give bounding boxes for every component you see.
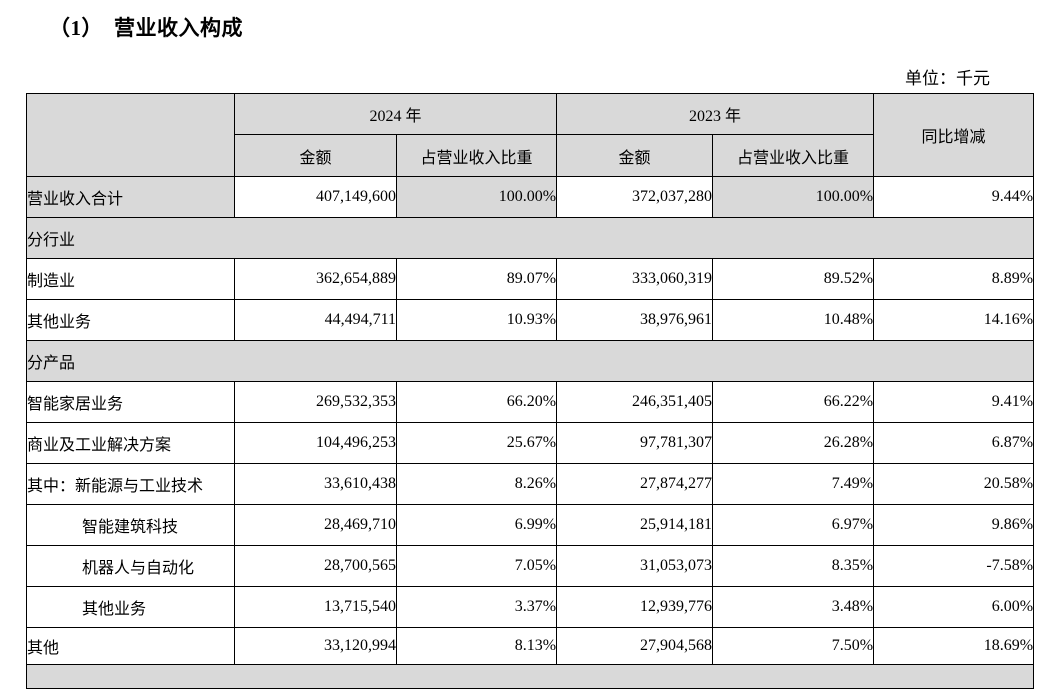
header-row-years: 2024 年 2023 年 同比增减	[26, 93, 1035, 177]
amount-2024-cell: 362,654,889	[234, 258, 397, 300]
yoy-change-cell: 14.16%	[873, 299, 1035, 341]
pct-2023-cell: 3.48%	[712, 586, 875, 628]
row-label-cell: 智能家居业务	[26, 381, 235, 423]
amount-2024-cell: 104,496,253	[234, 422, 397, 464]
table-row: 智能家居业务 269,532,353 66.20% 246,351,405 66.22%…	[26, 381, 1035, 423]
pct-2023-cell: 100.00%	[712, 176, 875, 218]
section-label	[25, 664, 1035, 689]
revenue-table-body: 营业收入合计 407,149,600 100.00% 372,037,280 100.0…	[25, 176, 1035, 689]
row-label-cell: 机器人与自动化	[26, 545, 235, 587]
amount-2024-cell: 28,469,710	[234, 504, 397, 546]
pct-2024-cell: 8.13%	[395, 627, 558, 665]
table-row: 营业收入合计 407,149,600 100.00% 372,037,280 100.0…	[26, 176, 1035, 218]
table-row: 智能建筑科技 28,469,710 6.99% 25,914,181 6.97% 9.86…	[26, 504, 1035, 546]
amount-2024-cell: 33,610,438	[234, 463, 397, 505]
amount-2024-cell: 28,700,565	[234, 545, 397, 587]
amount-2023-cell: 12,939,776	[556, 586, 714, 628]
yoy-change-cell: 9.44%	[873, 176, 1035, 218]
pct-2023-cell: 7.49%	[712, 463, 875, 505]
header-amount-2024: 金额	[234, 134, 397, 177]
row-label-cell: 营业收入合计	[26, 176, 235, 218]
amount-2024-cell: 269,532,353	[234, 381, 397, 423]
header-year-2023: 2023 年	[556, 93, 875, 135]
header-row-subcolumns: 金额 占营业收入比重 金额 占营业收入比重	[27, 134, 1034, 177]
row-label-cell: 其他业务	[26, 586, 235, 628]
pct-2023-cell: 7.50%	[712, 627, 875, 665]
section-row: 分产品	[25, 340, 1035, 382]
section-label: 分产品	[25, 340, 1035, 382]
yoy-change-cell: 6.87%	[873, 422, 1035, 464]
header-amount-2023: 金额	[556, 134, 714, 177]
amount-2023-cell: 97,781,307	[556, 422, 714, 464]
pct-2024-cell: 3.37%	[395, 586, 558, 628]
header-yoy-change: 同比增减	[873, 93, 1035, 177]
row-label-cell: 商业及工业解决方案	[26, 422, 235, 464]
header-corner-cell	[26, 93, 235, 177]
pct-2023-cell: 66.22%	[712, 381, 875, 423]
yoy-change-cell: 9.86%	[873, 504, 1035, 546]
table-header: 2024 年 2023 年 同比增减 金额 占营业收入比重 金额 占营业收入比重	[26, 93, 1035, 177]
row-label-cell: 其他业务	[26, 299, 235, 341]
pct-2024-cell: 25.67%	[395, 422, 558, 464]
unit-label: 单位：千元	[905, 69, 990, 88]
amount-2023-cell: 246,351,405	[556, 381, 714, 423]
pct-2024-cell: 89.07%	[395, 258, 558, 300]
yoy-change-cell: 8.89%	[873, 258, 1035, 300]
pct-2024-cell: 10.93%	[395, 299, 558, 341]
amount-2023-cell: 25,914,181	[556, 504, 714, 546]
row-label-cell: 其中：新能源与工业技术	[26, 463, 235, 505]
amount-2023-cell: 27,904,568	[556, 627, 714, 665]
table-row: 其他业务 44,494,711 10.93% 38,976,961 10.48% 14.1…	[26, 299, 1035, 341]
header-year-2024: 2024 年	[233, 93, 558, 135]
amount-2024-cell: 44,494,711	[234, 299, 397, 341]
amount-2023-cell: 27,874,277	[556, 463, 714, 505]
pct-2023-cell: 26.28%	[712, 422, 875, 464]
amount-2023-cell: 31,053,073	[556, 545, 714, 587]
pct-2023-cell: 89.52%	[712, 258, 875, 300]
pct-2024-cell: 66.20%	[395, 381, 558, 423]
table-row: 其他业务 13,715,540 3.37% 12,939,776 3.48% 6.00%	[26, 586, 1035, 628]
yoy-change-cell: 6.00%	[873, 586, 1035, 628]
table-row: 商业及工业解决方案 104,496,253 25.67% 97,781,307 26.2…	[26, 422, 1035, 464]
pct-2023-cell: 6.97%	[712, 504, 875, 546]
amount-2024-cell: 13,715,540	[234, 586, 397, 628]
page-title: （1） 营业收入构成	[49, 16, 243, 40]
section-row	[25, 664, 1035, 689]
yoy-change-cell: -7.58%	[873, 545, 1035, 587]
header-pct-2023: 占营业收入比重	[712, 134, 875, 177]
row-label-cell: 其他	[26, 627, 235, 665]
pct-2023-cell: 10.48%	[712, 299, 875, 341]
table-row: 制造业 362,654,889 89.07% 333,060,319 89.52% 8.8…	[26, 258, 1035, 300]
amount-2023-cell: 333,060,319	[556, 258, 714, 300]
pct-2024-cell: 8.26%	[395, 463, 558, 505]
row-label-cell: 智能建筑科技	[26, 504, 235, 546]
pct-2024-cell: 6.99%	[395, 504, 558, 546]
pct-2023-cell: 8.35%	[712, 545, 875, 587]
section-row: 分行业	[25, 217, 1035, 259]
yoy-change-cell: 18.69%	[873, 627, 1035, 665]
table-row: 机器人与自动化 28,700,565 7.05% 31,053,073 8.35% -7.…	[26, 545, 1035, 587]
amount-2024-cell: 33,120,994	[234, 627, 397, 665]
revenue-composition-table: 2024 年 2023 年 同比增减 金额 占营业收入比重 金额 占营业收入比重…	[25, 93, 1035, 689]
amount-2023-cell: 38,976,961	[556, 299, 714, 341]
pct-2024-cell: 100.00%	[395, 176, 558, 218]
yoy-change-cell: 20.58%	[873, 463, 1035, 505]
yoy-change-cell: 9.41%	[873, 381, 1035, 423]
table-row: 其中：新能源与工业技术 33,610,438 8.26% 27,874,277 7.49…	[26, 463, 1035, 505]
amount-2024-cell: 407,149,600	[234, 176, 397, 218]
section-label: 分行业	[25, 217, 1035, 259]
amount-2023-cell: 372,037,280	[556, 176, 714, 218]
table-row: 其他 33,120,994 8.13% 27,904,568 7.50% 18.69%	[26, 627, 1035, 665]
row-label-cell: 制造业	[26, 258, 235, 300]
pct-2024-cell: 7.05%	[395, 545, 558, 587]
header-pct-2024: 占营业收入比重	[395, 134, 558, 177]
